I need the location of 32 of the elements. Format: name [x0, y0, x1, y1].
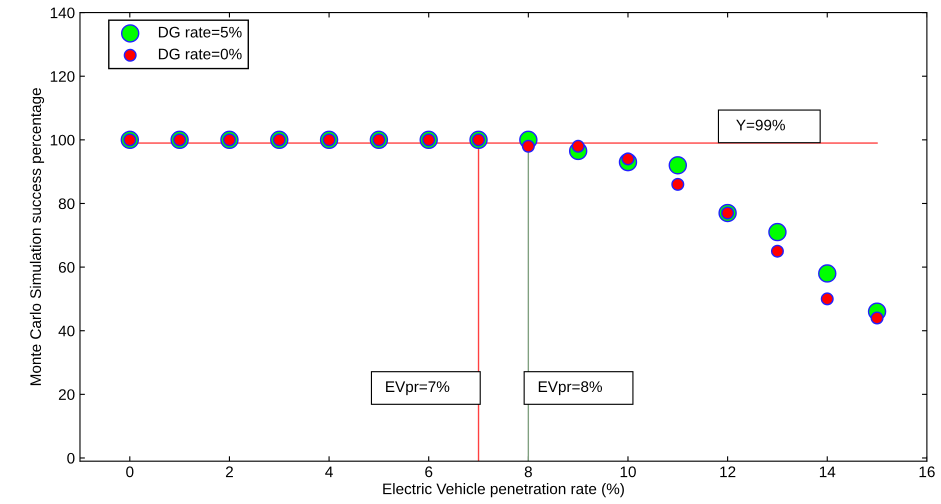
point — [768, 222, 787, 242]
x-tick-label: 10 — [620, 466, 636, 478]
x-tick-label: 16 — [920, 466, 935, 478]
point — [770, 244, 784, 258]
legend-label: DG rate=0% — [158, 48, 242, 60]
y-tick-label: 60 — [58, 262, 75, 273]
x-tick-label: 14 — [820, 466, 836, 478]
y-tick-label: 40 — [58, 326, 75, 336]
point — [818, 264, 836, 283]
point — [820, 292, 834, 306]
x-tick-label: 4 — [325, 466, 333, 478]
y-tick-label: 20 — [58, 389, 75, 400]
x-tick-label: 6 — [425, 466, 432, 478]
x-tick-label: 8 — [524, 466, 532, 478]
legend-label: DG rate=5% — [158, 26, 242, 38]
y-axis-title: Monte Carlo Simulation success percentage — [30, 88, 44, 386]
y-tick-label: 0 — [67, 452, 75, 464]
ref-line-label: EVpr=7% — [386, 381, 450, 396]
ref-line-label: EVpr=8% — [538, 381, 602, 396]
x-tick-label: 2 — [226, 466, 233, 478]
point — [870, 312, 884, 325]
y-tick-label: 140 — [50, 7, 75, 18]
x-tick-label: 0 — [126, 466, 134, 478]
y-tick-label: 120 — [50, 71, 75, 82]
point — [668, 156, 687, 174]
point — [671, 178, 684, 191]
y-tick-label: 80 — [58, 198, 75, 210]
point — [522, 140, 535, 153]
y-tick-label: 100 — [50, 134, 75, 146]
x-tick-label: 12 — [720, 466, 736, 478]
ref-line-label: Y=99% — [736, 120, 785, 130]
x-axis-title: Electric Vehicle penetration rate (%) — [383, 483, 624, 498]
